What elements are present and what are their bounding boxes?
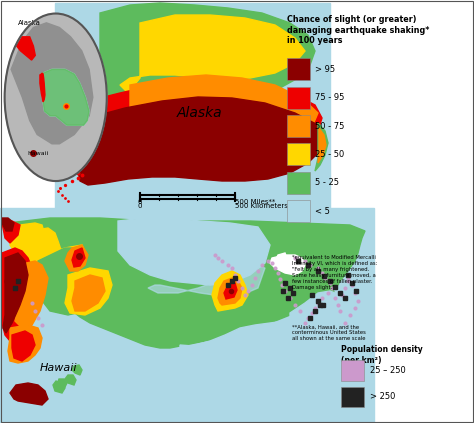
Polygon shape <box>118 75 318 155</box>
Text: > 250: > 250 <box>370 392 395 401</box>
Text: Alaska: Alaska <box>177 106 223 120</box>
Polygon shape <box>65 245 88 271</box>
Polygon shape <box>280 275 335 308</box>
Text: **Alaska, Hawaii, and the
conterminous United States
all shown at the same scale: **Alaska, Hawaii, and the conterminous U… <box>292 324 365 341</box>
Text: 25 – 250: 25 – 250 <box>370 366 405 375</box>
Text: 75 - 95: 75 - 95 <box>315 93 345 102</box>
Polygon shape <box>180 321 300 351</box>
Text: Hawaii: Hawaii <box>28 151 49 157</box>
Polygon shape <box>41 69 89 125</box>
Polygon shape <box>72 248 85 267</box>
Polygon shape <box>212 271 248 311</box>
Polygon shape <box>2 221 20 243</box>
Text: 0: 0 <box>138 203 142 209</box>
Polygon shape <box>8 218 365 348</box>
Polygon shape <box>40 73 45 102</box>
Text: *equivalent to Modified Mercalli
Intensity VI, which is defined as:
"Felt by all: *equivalent to Modified Mercalli Intensi… <box>292 255 377 290</box>
Polygon shape <box>42 245 88 298</box>
Ellipse shape <box>5 14 107 181</box>
Polygon shape <box>315 123 328 171</box>
Polygon shape <box>65 375 76 385</box>
Polygon shape <box>318 128 326 163</box>
Polygon shape <box>120 15 305 93</box>
Text: 25 - 50: 25 - 50 <box>315 150 345 159</box>
Text: 5 - 25: 5 - 25 <box>315 178 339 187</box>
Polygon shape <box>224 283 237 299</box>
Polygon shape <box>2 248 38 343</box>
Polygon shape <box>65 268 112 315</box>
Polygon shape <box>290 291 365 335</box>
Polygon shape <box>85 3 315 118</box>
Polygon shape <box>38 248 108 315</box>
Text: < 5: < 5 <box>315 206 330 216</box>
Polygon shape <box>72 275 105 311</box>
Text: 0: 0 <box>138 199 142 205</box>
Text: 500 Miles**: 500 Miles** <box>235 199 275 205</box>
Polygon shape <box>2 218 14 231</box>
Text: 500 Kilometers**: 500 Kilometers** <box>235 203 295 209</box>
Polygon shape <box>11 23 93 144</box>
Polygon shape <box>58 379 67 387</box>
Polygon shape <box>10 383 48 405</box>
Text: > 95: > 95 <box>315 65 335 74</box>
Polygon shape <box>148 265 265 298</box>
Polygon shape <box>270 255 305 275</box>
Polygon shape <box>17 37 35 60</box>
Text: Hawaii: Hawaii <box>39 363 77 373</box>
Polygon shape <box>218 278 242 305</box>
Text: Population density
(per km²): Population density (per km²) <box>341 345 423 365</box>
Text: Chance of slight (or greater)
damaging earthquake shaking*
in 100 years: Chance of slight (or greater) damaging e… <box>287 15 429 45</box>
Polygon shape <box>3 253 28 333</box>
Polygon shape <box>10 228 62 278</box>
Polygon shape <box>2 211 370 368</box>
Bar <box>55 3 330 208</box>
Polygon shape <box>12 331 35 361</box>
Polygon shape <box>118 218 270 285</box>
Polygon shape <box>80 81 322 167</box>
Polygon shape <box>41 69 89 125</box>
Polygon shape <box>5 223 45 253</box>
Bar <box>0 208 374 423</box>
Polygon shape <box>78 97 325 185</box>
Polygon shape <box>53 381 65 393</box>
Text: 50 - 75: 50 - 75 <box>315 121 345 131</box>
Polygon shape <box>8 325 42 363</box>
Polygon shape <box>72 365 82 375</box>
Polygon shape <box>15 261 48 328</box>
Polygon shape <box>275 253 288 268</box>
Text: Alaska: Alaska <box>18 20 41 26</box>
